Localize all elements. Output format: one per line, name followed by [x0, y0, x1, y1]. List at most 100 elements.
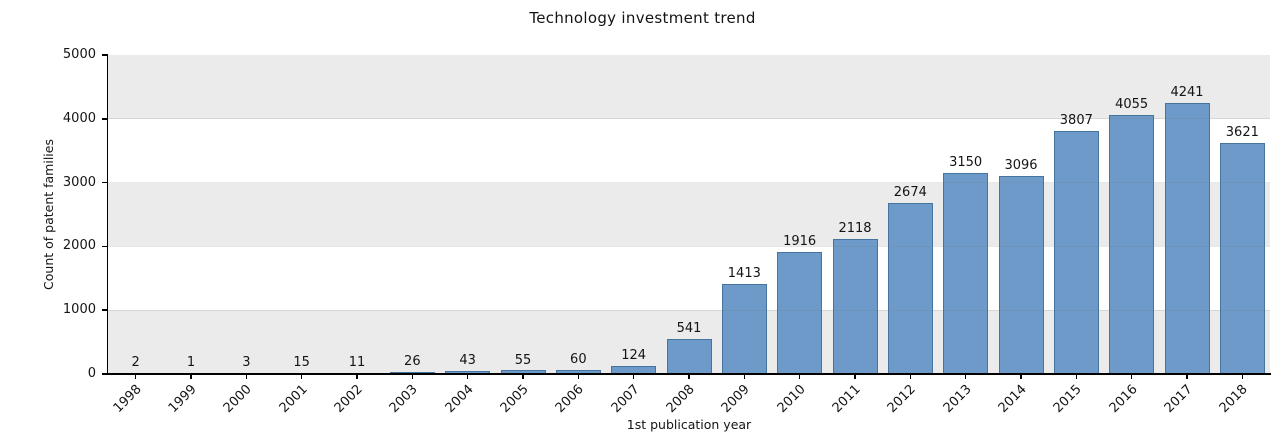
y-tick-mark	[101, 181, 108, 184]
x-tick-label: 2000	[220, 382, 255, 417]
x-tick-mark	[245, 374, 248, 379]
bar	[832, 238, 878, 374]
plot-area: 2 1 3 15 11 26 43 55 60 124 541 1413 1916 2118 2674 315…	[108, 55, 1270, 375]
bar-value-label: 3807	[1059, 113, 1093, 129]
x-tick-mark	[1186, 374, 1188, 379]
y-tick-label: 3000	[62, 174, 96, 190]
x-tick-label: 2006	[552, 382, 587, 417]
x-tick-label: 2002	[331, 382, 366, 417]
y-axis-title: Count of patent families	[41, 139, 56, 290]
x-tick-mark	[1130, 374, 1133, 379]
bar-value-label: 4055	[1115, 97, 1149, 113]
chart-title: Technology investment trend	[529, 9, 756, 27]
y-tick-mark	[101, 118, 108, 120]
x-tick-label: 2011	[829, 382, 864, 417]
bar-value-label: 2118	[838, 220, 872, 236]
x-tick-label: 1998	[110, 382, 145, 417]
x-tick-mark	[134, 374, 137, 379]
x-tick-mark	[909, 374, 912, 379]
y-tick-mark	[101, 54, 108, 56]
x-tick-label: 2013	[940, 382, 975, 417]
y-tick-mark	[101, 309, 108, 311]
bar-value-label: 3150	[949, 155, 983, 171]
gridline	[108, 245, 1270, 247]
bar-value-label: 60	[570, 352, 587, 368]
x-tick-mark	[1075, 374, 1078, 379]
bar-value-label: 4241	[1170, 85, 1204, 101]
bar-value-label: 1413	[727, 265, 761, 281]
x-tick-label: 2008	[663, 382, 698, 417]
bar	[1219, 142, 1265, 374]
x-tick-label: 2017	[1161, 382, 1196, 417]
bar-value-label: 43	[459, 353, 476, 369]
bar	[998, 176, 1044, 374]
x-tick-label: 2016	[1106, 382, 1141, 417]
x-tick-label: 1999	[165, 382, 200, 417]
bar	[887, 203, 933, 374]
bar-value-label: 3621	[1225, 124, 1259, 140]
x-tick-mark	[1241, 374, 1244, 379]
bar-value-label: 55	[514, 352, 532, 368]
bar-value-label: 2	[131, 355, 140, 371]
x-tick-mark	[466, 374, 469, 379]
x-tick-mark	[411, 374, 414, 379]
x-tick-mark	[1020, 374, 1022, 379]
y-tick-label: 5000	[62, 47, 96, 62]
gridline	[108, 309, 1270, 311]
bar	[777, 251, 823, 374]
y-tick-label: 2000	[62, 238, 96, 254]
x-tick-label: 2015	[1050, 382, 1085, 417]
background-band	[108, 55, 1270, 119]
x-tick-mark	[798, 374, 801, 379]
bar	[1053, 131, 1099, 374]
y-tick-label: 4000	[62, 110, 96, 126]
bar	[943, 173, 989, 374]
x-tick-label: 2012	[884, 382, 919, 417]
x-tick-mark	[964, 374, 967, 379]
x-tick-label: 2003	[386, 382, 421, 417]
x-tick-mark	[190, 374, 192, 379]
bar-value-label: 2674	[893, 185, 927, 201]
bar-value-label: 1916	[783, 233, 817, 249]
x-axis-line	[106, 373, 1271, 375]
y-tick-label: 1000	[62, 302, 96, 318]
y-tick-mark	[101, 373, 108, 375]
bar-value-label: 11	[348, 355, 366, 371]
y-tick-mark	[101, 245, 108, 248]
x-tick-mark	[854, 374, 856, 379]
gridline	[108, 182, 1270, 184]
bar	[611, 366, 657, 374]
bar	[666, 339, 712, 374]
bar-value-label: 3	[242, 355, 251, 371]
x-tick-mark	[632, 374, 635, 379]
x-tick-mark	[688, 374, 690, 379]
x-tick-mark	[356, 374, 358, 379]
bar	[500, 370, 546, 374]
gridline	[108, 118, 1270, 120]
x-tick-mark	[743, 374, 746, 379]
y-tick-label: 0	[87, 366, 96, 381]
bar-value-label: 3096	[1004, 158, 1038, 174]
x-axis-title: 1st publication year	[626, 417, 752, 432]
x-tick-label: 2001	[276, 382, 311, 417]
bar	[445, 371, 491, 374]
x-tick-mark	[522, 374, 524, 379]
x-tick-label: 2005	[497, 382, 532, 417]
x-tick-label: 2007	[608, 382, 643, 417]
bar-value-label: 15	[293, 355, 310, 371]
bar	[1109, 115, 1155, 374]
x-tick-label: 2009	[718, 382, 753, 417]
x-tick-label: 2014	[995, 382, 1030, 417]
x-tick-label: 2010	[774, 382, 809, 417]
bar-value-label: 541	[676, 321, 702, 337]
bar	[555, 370, 601, 374]
bar-value-label: 26	[404, 354, 421, 370]
bar-value-label: 124	[621, 348, 647, 364]
x-tick-mark	[577, 374, 580, 379]
bar	[721, 283, 767, 374]
bar	[1164, 103, 1210, 374]
x-tick-label: 2018	[1216, 382, 1251, 417]
y-axis-line	[106, 54, 109, 374]
x-tick-mark	[300, 374, 303, 379]
